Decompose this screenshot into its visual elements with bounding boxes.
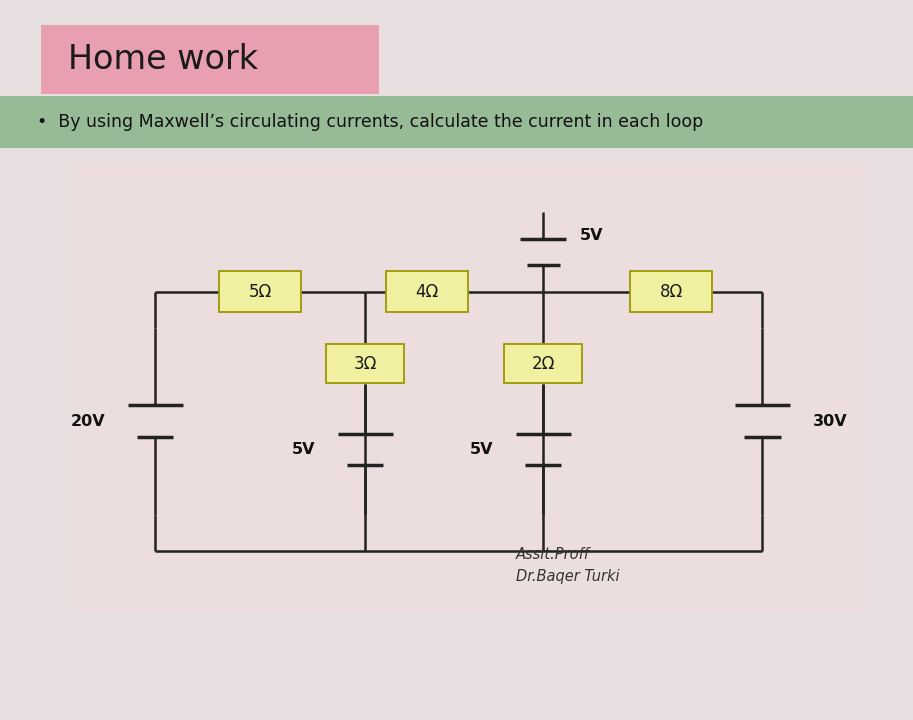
Text: 2Ω: 2Ω — [531, 355, 555, 373]
FancyBboxPatch shape — [0, 96, 913, 148]
Text: Home work: Home work — [68, 42, 258, 76]
FancyBboxPatch shape — [327, 344, 404, 383]
Text: 5V: 5V — [469, 442, 493, 457]
FancyBboxPatch shape — [630, 271, 712, 312]
Text: 8Ω: 8Ω — [659, 282, 683, 301]
FancyBboxPatch shape — [41, 25, 379, 94]
Text: 5V: 5V — [291, 442, 315, 457]
Text: 5V: 5V — [580, 228, 603, 243]
Text: •  By using Maxwell’s circulating currents, calculate the current in each loop: • By using Maxwell’s circulating current… — [37, 113, 703, 131]
Text: 20V: 20V — [70, 414, 105, 428]
FancyBboxPatch shape — [385, 271, 468, 312]
FancyBboxPatch shape — [504, 344, 582, 383]
Text: 5Ω: 5Ω — [248, 282, 272, 301]
Text: Assit.Proff
Dr.Baqer Turki: Assit.Proff Dr.Baqer Turki — [516, 546, 619, 584]
Text: 3Ω: 3Ω — [353, 355, 377, 373]
Text: 30V: 30V — [813, 414, 847, 428]
FancyBboxPatch shape — [219, 271, 301, 312]
FancyBboxPatch shape — [73, 162, 867, 612]
Text: 4Ω: 4Ω — [415, 282, 438, 301]
